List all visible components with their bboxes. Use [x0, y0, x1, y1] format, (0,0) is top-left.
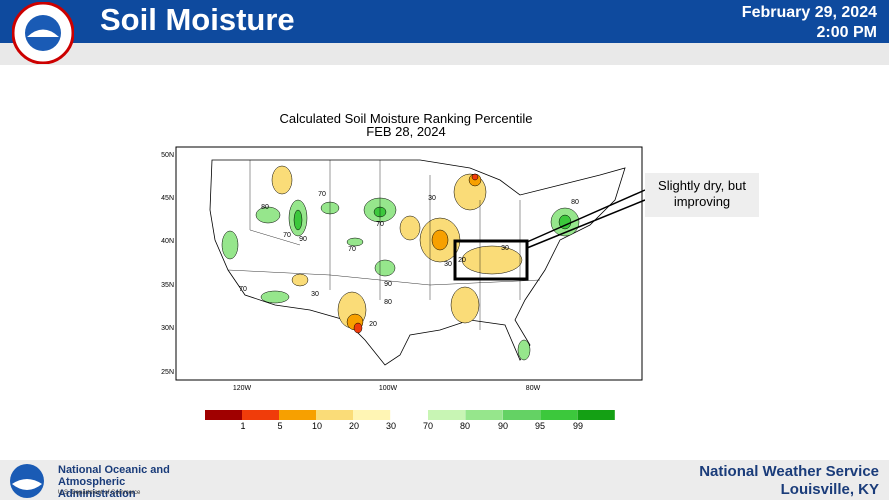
date-time: February 29, 2024 2:00 PM: [742, 3, 877, 43]
lat-label: 35N: [161, 282, 174, 289]
legend-swatch: [242, 410, 280, 420]
legend-swatch: [465, 410, 503, 420]
contour-label: 20: [458, 257, 466, 264]
lon-label: 100W: [379, 385, 398, 392]
legend-swatch: [428, 410, 466, 420]
department: U.S. Department of Commerce: [58, 490, 141, 496]
legend-swatch: [279, 410, 317, 420]
contour-label: 30: [428, 195, 436, 202]
legend-swatch: [577, 410, 615, 420]
contour-label: 70: [348, 246, 356, 253]
slide-title: Soil Moisture: [100, 2, 295, 37]
contour-label: 90: [299, 236, 307, 243]
office-block: National Weather Service Louisville, KY: [699, 463, 879, 499]
lat-label: 30N: [161, 325, 174, 332]
header-band: [0, 43, 889, 65]
noaa-logo: [10, 464, 44, 498]
location: Louisville, KY: [780, 481, 879, 498]
contour-label: 70: [239, 286, 247, 293]
nws-logo: [12, 2, 74, 64]
legend-tick-label: 95: [535, 421, 545, 431]
contour-label: 30: [444, 261, 452, 268]
contour-label: 80: [384, 299, 392, 306]
lon-label: 120W: [233, 385, 252, 392]
footer: [0, 460, 889, 500]
contour-label: 80: [571, 199, 579, 206]
map-figure: Calculated Soil Moisture Ranking Percent…: [161, 111, 646, 431]
callout-pointer: [526, 189, 646, 249]
map-subtitle: FEB 28, 2024: [366, 124, 446, 139]
contour-label: 20: [369, 321, 377, 328]
contour-label: 70: [376, 221, 384, 228]
legend-tick-label: 30: [386, 421, 396, 431]
legend-tick-label: 10: [312, 421, 322, 431]
legend-swatch: [316, 410, 354, 420]
contour-label: 80: [261, 204, 269, 211]
lon-label: 80W: [526, 385, 541, 392]
contour-label: 70: [318, 191, 326, 198]
contour-label: 90: [384, 281, 392, 288]
time: 2:00 PM: [816, 24, 877, 41]
contour-label: 70: [283, 232, 291, 239]
legend-swatch: [502, 410, 540, 420]
lat-label: 25N: [161, 369, 174, 376]
lat-label: 45N: [161, 195, 174, 202]
date: February 29, 2024: [741, 4, 877, 21]
legend-tick-label: 70: [423, 421, 433, 431]
contour-label: 30: [501, 245, 509, 252]
highlight-box: [453, 239, 529, 281]
legend-swatch: [540, 410, 578, 420]
legend-swatch: [205, 410, 243, 420]
header-bar: [0, 0, 889, 43]
agency: National Oceanic and Atmospheric Adminis…: [58, 464, 170, 500]
legend-tick-label: 1: [240, 421, 245, 431]
lat-label: 50N: [161, 152, 174, 159]
legend-tick-label: 5: [277, 421, 282, 431]
legend-tick-label: 20: [349, 421, 359, 431]
legend-swatch: [353, 410, 391, 420]
lat-label: 40N: [161, 238, 174, 245]
legend-tick-label: 99: [573, 421, 583, 431]
legend-tick-label: 80: [460, 421, 470, 431]
office: National Weather Service: [699, 463, 879, 480]
callout: Slightly dry, but improving: [645, 173, 759, 217]
legend-tick-label: 90: [498, 421, 508, 431]
map-title: Calculated Soil Moisture Ranking Percent…: [280, 111, 533, 126]
contour-label: 30: [311, 291, 319, 298]
